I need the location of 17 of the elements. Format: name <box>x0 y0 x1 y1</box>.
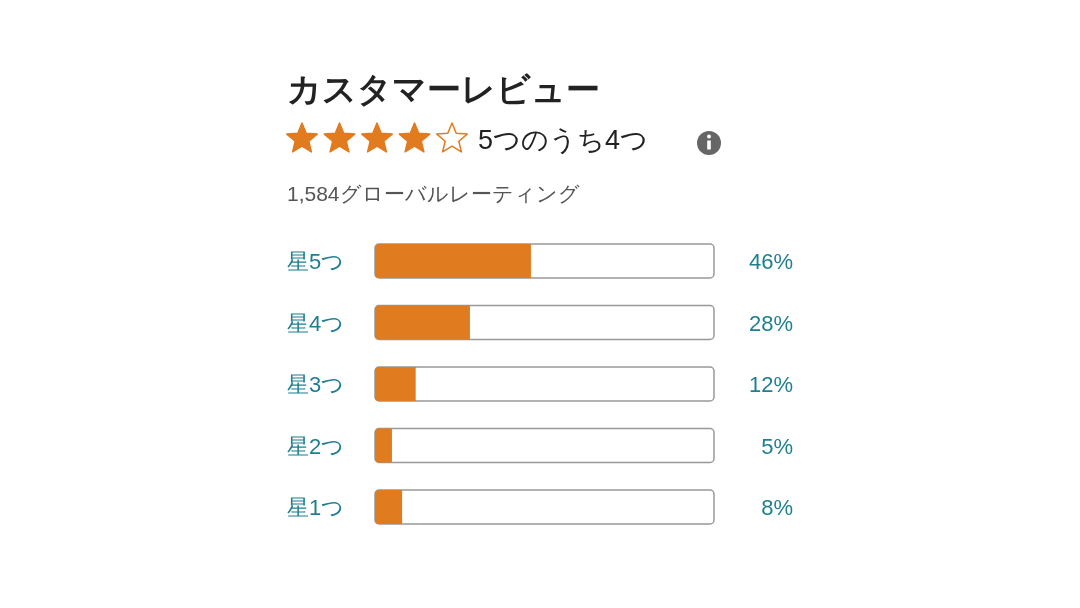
bar <box>375 367 416 401</box>
chart-subtitle: 5つのうち4つ <box>478 125 649 155</box>
data-label: 46% <box>748 249 793 274</box>
text: 1,584グローバルレーティング <box>287 182 580 205</box>
y-tick-label: 星3つ <box>287 372 345 397</box>
data-label: 5% <box>761 433 793 459</box>
data-label: 12% <box>748 372 793 397</box>
y-tick-label: 星2つ <box>287 433 345 459</box>
data-label: 8% <box>761 495 793 520</box>
chart-title: カスタマーレビュー <box>287 70 600 108</box>
y-tick-label: 星5つ <box>287 249 345 274</box>
data-label: 28% <box>748 310 793 336</box>
y-tick-label: 星4つ <box>287 310 345 336</box>
bar <box>375 428 392 463</box>
y-tick-label: 星1つ <box>287 495 345 520</box>
bar <box>375 490 403 524</box>
bar <box>375 305 470 340</box>
